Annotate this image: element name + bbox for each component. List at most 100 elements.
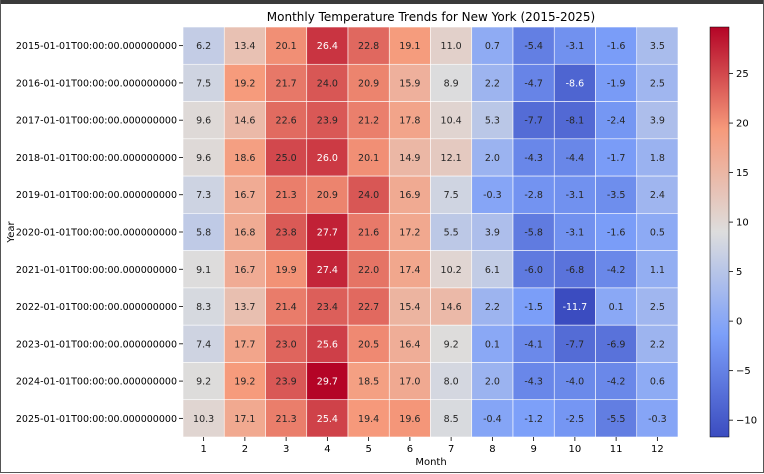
x-axis-label: Month — [415, 457, 446, 468]
heatmap-cell — [430, 101, 473, 140]
cell-value-label: 2.5 — [650, 302, 665, 313]
cell-value-label: 5.8 — [196, 228, 211, 239]
heatmap-cell — [182, 250, 225, 289]
heatmap-cell — [636, 101, 679, 140]
heatmap-cell — [553, 399, 596, 438]
heatmap-cell — [636, 287, 679, 326]
cell-value-label: 7.5 — [196, 78, 211, 89]
heatmap-cells — [182, 26, 679, 438]
heatmap-cell — [553, 250, 596, 289]
heatmap-cell — [636, 63, 679, 102]
cell-value-label: -3.1 — [566, 41, 585, 52]
heatmap-cell — [471, 399, 514, 438]
cell-value-label: 27.4 — [317, 265, 338, 276]
cell-value-label: 13.7 — [234, 302, 255, 313]
cell-value-label: 20.5 — [358, 339, 379, 350]
heatmap-cell — [265, 101, 308, 140]
y-axis: 2015-01-01T00:00:00.000000000 2016-01-01T… — [16, 41, 183, 425]
heatmap-cell — [471, 63, 514, 102]
cell-value-label: 23.9 — [317, 116, 338, 127]
x-tick-label: 7 — [448, 444, 454, 455]
heatmap-cell — [553, 175, 596, 214]
heatmap-cell — [182, 213, 225, 251]
cell-value-label: 3.9 — [485, 228, 500, 239]
cell-value-label: 11.0 — [441, 41, 462, 52]
cell-value-label: 8.0 — [444, 377, 459, 388]
cell-value-label: -3.1 — [566, 228, 585, 239]
x-tick-label: 11 — [610, 444, 623, 455]
y-tick-label: 2019-01-01T00:00:00.000000000 — [16, 190, 177, 201]
heatmap-cell — [636, 26, 679, 65]
cell-value-label: 16.9 — [399, 190, 420, 201]
heatmap-cell — [182, 362, 225, 401]
heatmap-cell — [388, 213, 431, 251]
cell-value-label: -7.7 — [524, 116, 543, 127]
cell-value-label: 9.2 — [444, 339, 459, 350]
cell-value-label: 0.1 — [609, 302, 624, 313]
cell-value-label: 14.6 — [234, 116, 255, 127]
heatmap-cell — [223, 175, 266, 214]
y-axis-label: Year — [6, 221, 17, 244]
cell-value-label: 9.2 — [196, 377, 211, 388]
heatmap-cell-labels: 6.2 13.4 20.1 26.4 22.8 19.1 11.0 0.7 -5.4 -3.1 -1… — [193, 41, 667, 425]
heatmap-cell — [595, 362, 638, 401]
cell-value-label: 8.5 — [444, 414, 459, 425]
cell-value-label: 2.2 — [485, 302, 500, 313]
cell-value-label: 21.6 — [358, 228, 379, 239]
heatmap-cell — [636, 324, 679, 363]
heatmap-cell — [347, 250, 390, 289]
cell-value-label: 29.7 — [317, 377, 338, 388]
heatmap-cell — [347, 362, 390, 401]
cell-value-label: -8.1 — [566, 116, 585, 127]
cell-value-label: -4.3 — [524, 153, 543, 164]
heatmap-cell — [223, 362, 266, 401]
heatmap-cell — [636, 175, 679, 214]
cell-value-label: 17.2 — [399, 228, 420, 239]
cell-value-label: -5.4 — [524, 41, 543, 52]
cell-value-label: 1.1 — [650, 265, 665, 276]
cell-value-label: 2.4 — [650, 190, 665, 201]
heatmap-cell — [223, 26, 266, 65]
cell-value-label: 26.4 — [317, 41, 338, 52]
cell-value-label: 9.6 — [196, 116, 211, 127]
cell-value-label: 5.3 — [485, 116, 500, 127]
cell-value-label: 8.9 — [444, 78, 459, 89]
cell-value-label: 7.5 — [444, 190, 459, 201]
cell-value-label: 19.6 — [399, 414, 420, 425]
heatmap-cell — [223, 250, 266, 289]
y-tick-label: 2015-01-01T00:00:00.000000000 — [16, 41, 177, 52]
cell-value-label: 21.2 — [358, 116, 379, 127]
colorbar-tick-label: −10 — [736, 416, 757, 427]
heatmap-cell — [512, 138, 555, 177]
heatmap-cell — [388, 250, 431, 289]
cell-value-label: 22.7 — [358, 302, 379, 313]
y-tick-label: 2016-01-01T00:00:00.000000000 — [16, 78, 177, 89]
heatmap-cell — [388, 175, 431, 214]
x-tick-label: 8 — [489, 444, 495, 455]
cell-value-label: -1.2 — [524, 414, 543, 425]
heatmap-cell — [595, 324, 638, 363]
cell-value-label: 10.3 — [193, 414, 214, 425]
heatmap-cell — [512, 250, 555, 289]
cell-value-label: 24.0 — [317, 78, 338, 89]
cell-value-label: -4.2 — [607, 377, 626, 388]
cell-value-label: 15.4 — [399, 302, 420, 313]
cell-value-label: 17.0 — [399, 377, 420, 388]
heatmap-cell — [512, 63, 555, 102]
cell-value-label: 20.9 — [317, 190, 338, 201]
cell-value-label: 0.7 — [485, 41, 500, 52]
window-top-border — [0, 0, 764, 4]
cell-value-label: 14.9 — [399, 153, 420, 164]
cell-value-label: -7.7 — [566, 339, 585, 350]
heatmap-cell — [306, 213, 349, 251]
cell-value-label: 14.6 — [441, 302, 462, 313]
heatmap-cell — [471, 138, 514, 177]
cell-value-label: 7.4 — [196, 339, 211, 350]
cell-value-label: 18.5 — [358, 377, 379, 388]
cell-value-label: 24.0 — [358, 190, 379, 201]
heatmap-cell — [430, 324, 473, 363]
cell-value-label: 8.3 — [196, 302, 211, 313]
cell-value-label: -3.1 — [566, 190, 585, 201]
cell-value-label: 19.2 — [234, 377, 255, 388]
cell-value-label: -5.5 — [607, 414, 626, 425]
